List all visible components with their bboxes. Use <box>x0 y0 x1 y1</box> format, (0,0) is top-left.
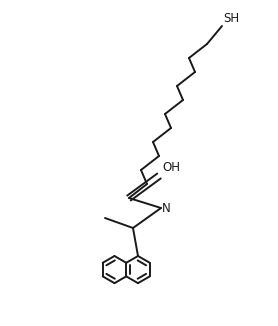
Text: N: N <box>162 201 171 215</box>
Text: SH: SH <box>223 12 239 25</box>
Text: OH: OH <box>162 161 180 174</box>
